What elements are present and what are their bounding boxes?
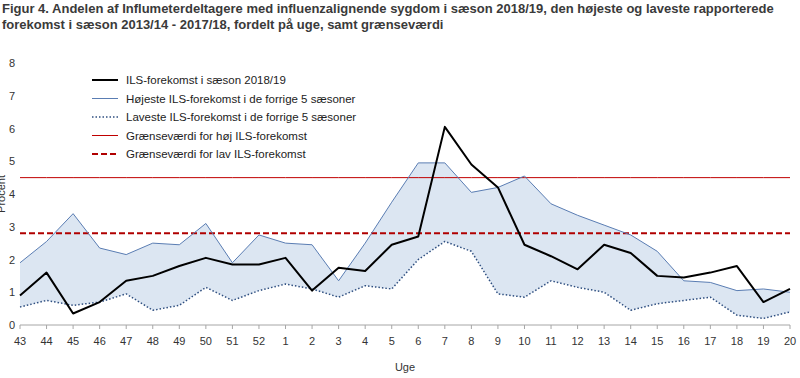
legend-swatch: [92, 116, 118, 118]
x-tick-label: 18: [731, 335, 743, 347]
y-tick-label: 2: [9, 254, 15, 266]
y-tick-label: 1: [9, 286, 15, 298]
legend-swatch: [92, 135, 118, 136]
x-tick-label: 19: [757, 335, 769, 347]
legend-swatch: [92, 79, 118, 81]
x-tick-label: 9: [495, 335, 501, 347]
x-tick: [683, 325, 684, 329]
x-tick-label: 20: [784, 335, 796, 347]
y-tick: [17, 292, 20, 293]
x-tick-label: 17: [704, 335, 716, 347]
x-tick-label: 48: [147, 335, 159, 347]
x-tick: [736, 325, 737, 329]
y-tick: [17, 259, 20, 260]
series-line: [20, 177, 790, 178]
x-tick: [73, 325, 74, 329]
x-tick-label: 11: [545, 335, 556, 347]
legend-swatch: [92, 153, 118, 155]
x-tick-label: 15: [651, 335, 663, 347]
x-tick: [391, 325, 392, 329]
x-tick-label: 2: [309, 335, 315, 347]
x-tick-label: 51: [226, 335, 238, 347]
x-tick: [577, 325, 578, 329]
x-tick-label: 1: [282, 335, 288, 347]
x-tick: [20, 325, 21, 329]
y-label: Procent: [0, 175, 7, 213]
x-tick-label: 5: [389, 335, 395, 347]
x-tick: [312, 325, 313, 329]
chart: 012345678Procent434445464748495051521234…: [0, 0, 800, 378]
y-tick-label: 7: [9, 90, 15, 102]
x-tick: [710, 325, 711, 329]
x-tick: [232, 325, 233, 329]
x-label: Uge: [395, 361, 415, 373]
legend-label: Laveste ILS-forekomst i de forrige 5 sæs…: [126, 111, 356, 123]
x-tick: [444, 325, 445, 329]
x-tick: [604, 325, 605, 329]
y-tick: [17, 194, 20, 195]
y-tick-label: 8: [9, 57, 15, 69]
legend-label: ILS-forekomst i sæson 2018/19: [126, 74, 286, 86]
x-tick: [99, 325, 100, 329]
x-tick-label: 12: [571, 335, 583, 347]
plot-area: [20, 127, 790, 319]
legend-label: Grænseværdi for høj ILS-forekomst: [126, 130, 308, 142]
x-tick-label: 13: [598, 335, 610, 347]
x-tick-label: 52: [253, 335, 265, 347]
series-line: [20, 127, 790, 314]
series-line: [20, 163, 790, 292]
x-tick: [418, 325, 419, 329]
x-tick: [46, 325, 47, 329]
x-axis: [20, 325, 790, 326]
x-tick-label: 10: [518, 335, 530, 347]
x-tick-label: 14: [625, 335, 637, 347]
x-tick-label: 16: [678, 335, 690, 347]
legend-swatch: [92, 98, 118, 99]
x-tick: [497, 325, 498, 329]
x-tick: [657, 325, 658, 329]
x-tick: [630, 325, 631, 329]
x-tick-label: 44: [40, 335, 52, 347]
y-tick: [17, 226, 20, 227]
y-tick: [17, 128, 20, 129]
y-tick-label: 0: [9, 319, 15, 331]
x-tick-label: 43: [14, 335, 26, 347]
x-tick: [205, 325, 206, 329]
x-tick: [126, 325, 127, 329]
y-tick-label: 4: [9, 188, 15, 200]
x-tick: [152, 325, 153, 329]
legend-label: Højeste ILS-forekomst i de forrige 5 sæs…: [126, 93, 356, 105]
x-tick-label: 49: [173, 335, 185, 347]
x-tick: [790, 325, 791, 329]
x-tick: [179, 325, 180, 329]
y-tick-label: 6: [9, 123, 15, 135]
legend-label: Grænseværdi for lav ILS-forekomst: [126, 148, 306, 160]
x-tick-label: 7: [442, 335, 448, 347]
x-tick-label: 8: [468, 335, 474, 347]
y-tick: [17, 63, 20, 64]
x-tick: [471, 325, 472, 329]
x-tick-label: 50: [200, 335, 212, 347]
x-tick-label: 46: [94, 335, 106, 347]
y-tick: [17, 95, 20, 96]
x-tick-label: 6: [415, 335, 421, 347]
x-tick-label: 4: [362, 335, 368, 347]
x-tick: [285, 325, 286, 329]
x-tick: [551, 325, 552, 329]
title: Figur 4. Andelen af Influmeterdeltagere …: [2, 1, 798, 33]
x-tick-label: 47: [120, 335, 132, 347]
y-tick: [17, 161, 20, 162]
y-tick-label: 3: [9, 221, 15, 233]
x-tick: [258, 325, 259, 329]
series-line: [20, 232, 790, 234]
x-tick: [365, 325, 366, 329]
x-tick: [763, 325, 764, 329]
y-tick-label: 5: [9, 155, 15, 167]
x-tick: [524, 325, 525, 329]
x-tick-label: 45: [67, 335, 79, 347]
x-tick-label: 3: [336, 335, 342, 347]
x-tick: [338, 325, 339, 329]
